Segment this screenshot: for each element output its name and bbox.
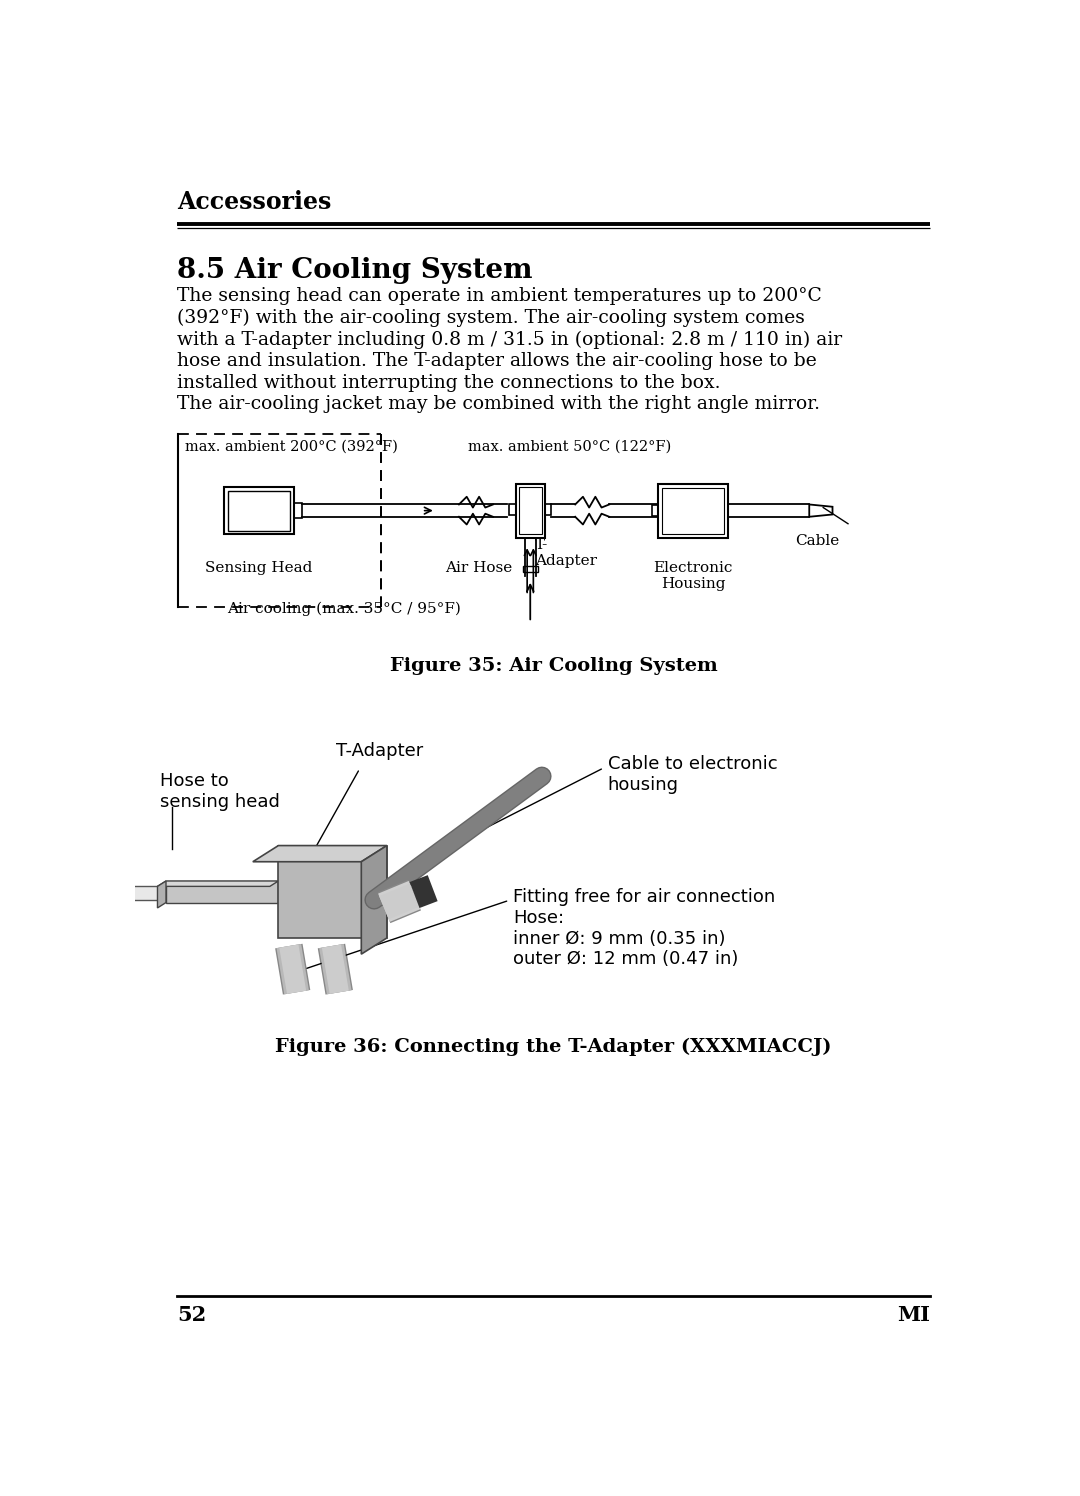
Text: hose and insulation. The T-adapter allows the air-cooling hose to be: hose and insulation. The T-adapter allow… [177, 352, 816, 370]
Text: max. ambient 200°C (392°F): max. ambient 200°C (392°F) [185, 440, 397, 453]
Text: T-
Adapter: T- Adapter [535, 537, 597, 568]
Text: with a T-adapter including 0.8 m / 31.5 in (optional: 2.8 m / 110 in) air: with a T-adapter including 0.8 m / 31.5 … [177, 331, 842, 349]
Text: MI: MI [897, 1305, 930, 1325]
Polygon shape [253, 845, 387, 862]
Bar [294, 503, 301, 518]
Bar [225, 486, 294, 534]
Text: Electronic
Housing: Electronic Housing [653, 561, 732, 591]
Bar [228, 491, 291, 531]
Bar [662, 488, 724, 534]
Bar [523, 565, 538, 573]
Text: Figure 35: Air Cooling System: Figure 35: Air Cooling System [390, 657, 717, 675]
Text: Figure 36: Connecting the T-Adapter (XXXMIACCJ): Figure 36: Connecting the T-Adapter (XXX… [275, 1038, 832, 1056]
Text: The air-cooling jacket may be combined with the right angle mirror.: The air-cooling jacket may be combined w… [177, 395, 820, 413]
Text: Fitting free for air connection
Hose:
inner Ø: 9 mm (0.35 in)
outer Ø: 12 mm (0.: Fitting free for air connection Hose: in… [513, 889, 775, 968]
Bar [515, 483, 545, 537]
Text: 8.5 Air Cooling System: 8.5 Air Cooling System [177, 256, 532, 284]
Text: Accessories: Accessories [177, 190, 332, 214]
Text: The sensing head can operate in ambient temperatures up to 200°C: The sensing head can operate in ambient … [177, 287, 822, 305]
Text: installed without interrupting the connections to the box.: installed without interrupting the conne… [177, 374, 720, 392]
Text: Hose to
sensing head: Hose to sensing head [160, 772, 280, 811]
Bar [545, 504, 551, 515]
Text: Air Hose: Air Hose [445, 561, 512, 574]
Bar [518, 486, 542, 534]
Text: (392°F) with the air-cooling system. The air-cooling system comes: (392°F) with the air-cooling system. The… [177, 308, 805, 328]
Polygon shape [55, 886, 164, 901]
Polygon shape [362, 845, 387, 954]
Polygon shape [158, 881, 279, 886]
Polygon shape [158, 881, 166, 908]
Text: T-Adapter: T-Adapter [337, 742, 423, 760]
Text: Air cooling (max. 35°C / 95°F): Air cooling (max. 35°C / 95°F) [227, 601, 461, 616]
Text: Cable to electronic
housing: Cable to electronic housing [608, 755, 778, 794]
Polygon shape [279, 845, 387, 938]
Bar [510, 504, 515, 515]
Bar [652, 506, 658, 516]
Bar [658, 483, 728, 537]
Text: max. ambient 50°C (122°F): max. ambient 50°C (122°F) [469, 440, 672, 453]
Text: Sensing Head: Sensing Head [205, 561, 313, 574]
Polygon shape [166, 881, 279, 902]
Text: Cable: Cable [795, 534, 839, 548]
Text: 52: 52 [177, 1305, 206, 1325]
